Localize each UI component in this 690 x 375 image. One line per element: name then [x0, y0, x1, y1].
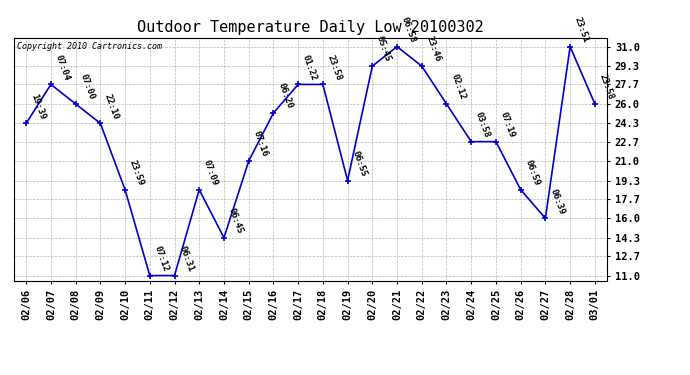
Text: 06:45: 06:45	[227, 207, 244, 235]
Text: 06:39: 06:39	[548, 187, 566, 216]
Text: Copyright 2010 Cartronics.com: Copyright 2010 Cartronics.com	[17, 42, 161, 51]
Text: 06:31: 06:31	[177, 244, 195, 273]
Text: 06:55: 06:55	[351, 149, 368, 178]
Text: 02:12: 02:12	[449, 73, 467, 101]
Text: 06:20: 06:20	[276, 82, 294, 110]
Text: 23:51: 23:51	[573, 15, 591, 44]
Text: 23:46: 23:46	[424, 35, 442, 63]
Text: 06:59: 06:59	[524, 159, 541, 187]
Text: 05:45: 05:45	[375, 35, 393, 63]
Text: 07:19: 07:19	[499, 111, 516, 139]
Text: 07:12: 07:12	[152, 244, 170, 273]
Text: 07:09: 07:09	[202, 159, 219, 187]
Text: 07:16: 07:16	[251, 130, 269, 158]
Text: 23:58: 23:58	[326, 53, 344, 82]
Text: 22:10: 22:10	[103, 92, 121, 120]
Text: 07:00: 07:00	[79, 73, 96, 101]
Text: 23:59: 23:59	[128, 159, 146, 187]
Text: 19:39: 19:39	[29, 92, 47, 120]
Text: 03:58: 03:58	[474, 111, 492, 139]
Text: 01:22: 01:22	[301, 53, 319, 82]
Text: 07:04: 07:04	[54, 53, 71, 82]
Text: 06:58: 06:58	[400, 15, 417, 44]
Text: 23:58: 23:58	[598, 73, 615, 101]
Title: Outdoor Temperature Daily Low 20100302: Outdoor Temperature Daily Low 20100302	[137, 20, 484, 35]
